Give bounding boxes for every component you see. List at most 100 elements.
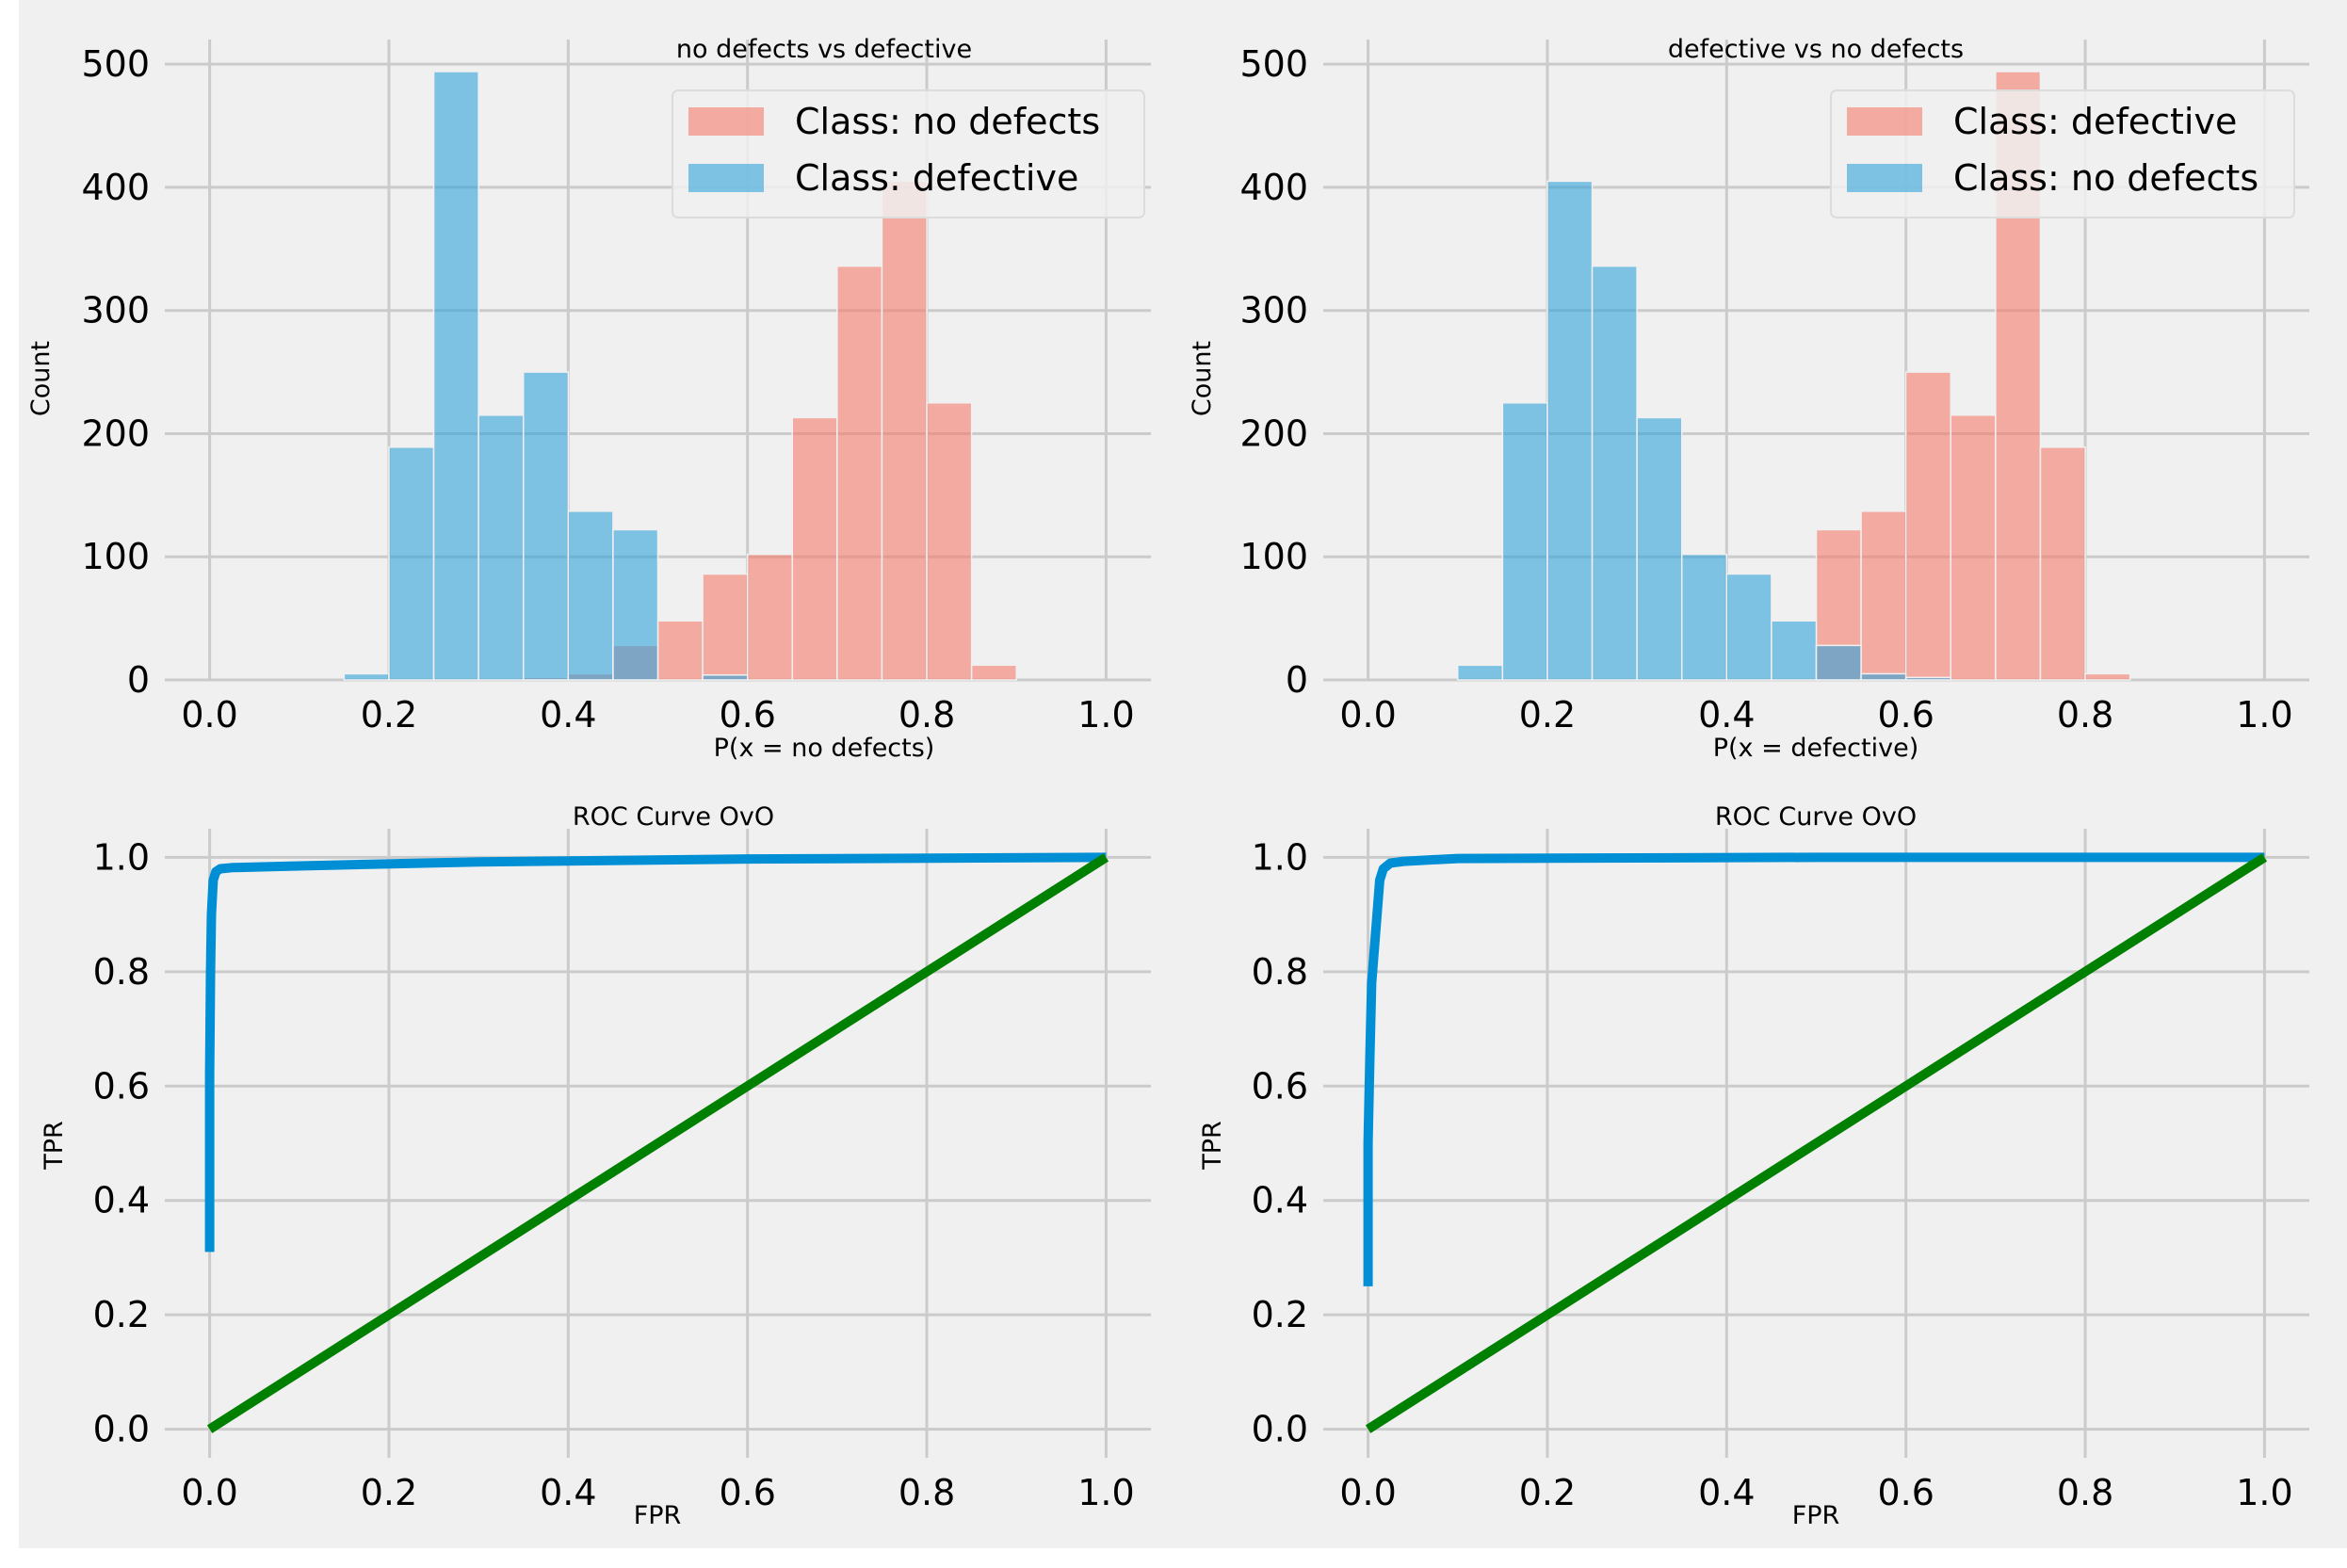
legend-box xyxy=(1830,89,2295,218)
histogram-bar xyxy=(567,510,614,681)
y-tick-label: 300 xyxy=(1239,290,1308,331)
x-axis-label: P(x = defective) xyxy=(1713,734,1919,763)
x-tick-label: 0.8 xyxy=(898,694,955,736)
histogram-bar xyxy=(1950,414,1997,681)
histogram-bar xyxy=(1860,672,1907,681)
roc-curve-line xyxy=(1363,852,2265,1286)
x-tick-label: 0.6 xyxy=(1877,694,1934,736)
legend-swatch xyxy=(688,107,764,136)
y-axis-label: Count xyxy=(26,341,56,416)
y-tick-label: 0.4 xyxy=(93,1180,150,1221)
histogram-bar xyxy=(343,672,390,681)
y-tick-label: 300 xyxy=(81,290,150,331)
y-tick-label: 400 xyxy=(81,167,150,208)
x-tick-label: 0.0 xyxy=(1339,1472,1396,1513)
histogram-bar xyxy=(1591,265,1638,681)
histogram-bar xyxy=(432,71,479,681)
x-tick-label: 0.0 xyxy=(1339,694,1396,736)
histogram-bar xyxy=(926,402,973,681)
chance-line xyxy=(1365,853,2268,1433)
histogram-bar xyxy=(1815,644,1862,681)
x-tick-label: 0.4 xyxy=(1698,1472,1755,1513)
y-tick-label: 500 xyxy=(1239,43,1308,85)
chart-panel: 0.0 0.2 0.4 0.6 0.8 1.0 0 100 200 300 400 500 no def… xyxy=(26,35,1151,763)
x-tick-label: 0.6 xyxy=(719,1472,775,1513)
y-tick-label: 100 xyxy=(81,536,150,577)
x-tick-label: 0.8 xyxy=(2057,1472,2113,1513)
chart-title: ROC Curve OvO xyxy=(1715,802,1917,832)
histogram-bar xyxy=(746,553,794,681)
legend-swatch xyxy=(1847,107,1922,136)
legend: Class: no defects Class: defective xyxy=(672,89,1145,218)
legend-swatch xyxy=(688,164,764,192)
x-tick-label: 0.8 xyxy=(2057,694,2113,736)
histogram-bar xyxy=(656,620,704,681)
y-tick-label: 1.0 xyxy=(93,836,150,878)
x-axis-label: P(x = no defects) xyxy=(714,734,935,763)
legend-box xyxy=(672,89,1145,218)
y-axis-label: TPR xyxy=(1198,1121,1227,1171)
y-tick-label: 0.6 xyxy=(1252,1065,1308,1107)
y-tick-label: 0.4 xyxy=(1252,1180,1308,1221)
chart-title: ROC Curve OvO xyxy=(573,802,774,832)
legend-swatch xyxy=(1847,164,1922,192)
histogram-bar xyxy=(1904,676,1952,681)
histogram-bar xyxy=(702,573,749,681)
charts: 0.0 0.2 0.4 0.6 0.8 1.0 0 100 200 300 400 500 no def… xyxy=(26,35,2309,1530)
y-tick-label: 0 xyxy=(1286,659,1308,701)
histogram-bar xyxy=(1636,416,1683,681)
histogram-bar xyxy=(522,371,570,681)
chart-panel: 0.0 0.2 0.4 0.6 0.8 1.0 0.0 0.2 0.4 0.6 0.8 1.0 ROC … xyxy=(40,802,1151,1530)
y-tick-label: 0.8 xyxy=(1252,951,1308,993)
x-tick-label: 0.6 xyxy=(719,694,775,736)
histogram-bar xyxy=(1457,664,1504,681)
y-tick-label: 0.8 xyxy=(93,951,150,993)
histogram-bar xyxy=(1771,620,1818,681)
histogram-bar xyxy=(1546,180,1594,681)
x-tick-label: 1.0 xyxy=(1077,694,1134,736)
histogram-bar xyxy=(791,416,838,681)
y-tick-label: 0 xyxy=(127,659,150,701)
x-tick-label: 0.2 xyxy=(1519,694,1576,736)
x-tick-label: 1.0 xyxy=(1077,1472,1134,1513)
legend-label: Class: defective xyxy=(1953,101,2237,142)
chart-panel: 0.0 0.2 0.4 0.6 0.8 1.0 0 100 200 300 400 500 defect… xyxy=(1188,35,2309,763)
roc-curve-line xyxy=(204,852,1107,1253)
histogram-bar xyxy=(2039,446,2086,681)
y-tick-label: 0.0 xyxy=(1252,1409,1308,1450)
chart-title: no defects vs defective xyxy=(676,35,972,64)
x-tick-label: 0.4 xyxy=(1698,694,1755,736)
y-tick-label: 0.2 xyxy=(1252,1294,1308,1335)
figure-background xyxy=(19,0,2347,1548)
y-tick-label: 0.6 xyxy=(93,1065,150,1107)
x-axis-label: FPR xyxy=(634,1501,682,1530)
legend-label: Class: defective xyxy=(795,157,1078,199)
y-tick-label: 200 xyxy=(81,412,150,454)
histogram-bar xyxy=(1680,553,1728,681)
x-tick-label: 0.2 xyxy=(361,694,417,736)
y-tick-label: 0.2 xyxy=(93,1294,150,1335)
histogram-bar xyxy=(881,180,928,681)
x-tick-label: 0.4 xyxy=(540,1472,596,1513)
y-tick-label: 100 xyxy=(1239,536,1308,577)
y-tick-label: 200 xyxy=(1239,412,1308,454)
x-axis-label: FPR xyxy=(1792,1501,1840,1530)
x-tick-label: 0.2 xyxy=(361,1472,417,1513)
histogram-bar xyxy=(477,414,525,681)
histogram-bar xyxy=(1725,573,1772,681)
y-tick-label: 0.0 xyxy=(93,1409,150,1450)
x-tick-label: 0.0 xyxy=(181,1472,237,1513)
histogram-bar xyxy=(388,446,435,681)
x-tick-label: 0.6 xyxy=(1877,1472,1934,1513)
histogram-bar xyxy=(970,664,1017,681)
legend-label: Class: no defects xyxy=(795,101,1100,142)
histogram-bar xyxy=(2084,672,2131,681)
y-tick-label: 1.0 xyxy=(1252,836,1308,878)
legend: Class: defective Class: no defects xyxy=(1830,89,2295,218)
x-tick-label: 0.8 xyxy=(898,1472,955,1513)
chart-panel: 0.0 0.2 0.4 0.6 0.8 1.0 0.0 0.2 0.4 0.6 0.8 1.0 ROC … xyxy=(1198,802,2309,1530)
histogram-bar xyxy=(1904,371,1952,681)
histogram-bar xyxy=(1860,510,1907,681)
legend-label: Class: no defects xyxy=(1953,157,2258,199)
